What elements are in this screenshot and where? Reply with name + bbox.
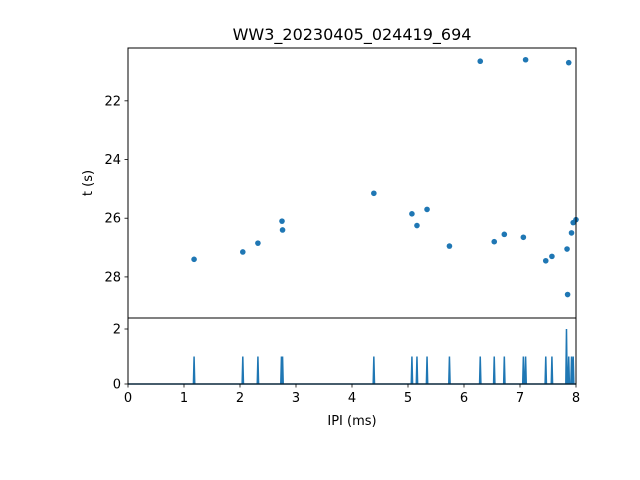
scatter-point — [522, 56, 529, 63]
scatter-point — [549, 253, 555, 260]
histogram-x-tick-label: 1 — [180, 391, 188, 406]
histogram-y-ticks: 02 — [113, 323, 128, 393]
scatter-axes: 22 24 26 28 — [104, 47, 579, 319]
histogram-x-ticks: 0 1 2 3 4 5 6 7 8 — [124, 384, 580, 406]
histogram-y-tick-label: 2 — [113, 323, 121, 338]
histogram-x-tick-label: 2 — [236, 391, 244, 406]
scatter-y-tick-label: 28 — [104, 270, 121, 285]
histogram-x-tick-label: 6 — [460, 391, 468, 406]
scatter-point — [565, 59, 572, 66]
scatter-point — [564, 291, 571, 298]
scatter-point — [542, 257, 549, 264]
histogram-x-tick-label: 4 — [348, 391, 356, 406]
histogram-line — [128, 328, 576, 385]
scatter-point — [501, 231, 508, 238]
scatter-point — [255, 240, 261, 246]
scatter-point — [424, 206, 430, 213]
scatter-point — [564, 246, 570, 252]
histogram-x-tick-label: 5 — [404, 391, 412, 406]
histogram-x-tick-label: 7 — [516, 391, 524, 406]
histogram-axes-frame — [127, 317, 577, 385]
scatter-y-axis-label: t (s) — [81, 170, 96, 196]
scatter-points — [191, 56, 579, 298]
scatter-y-tick-label: 26 — [104, 212, 121, 227]
histogram-x-tick-label: 8 — [572, 391, 580, 406]
scatter-point — [414, 222, 420, 229]
scatter-y-tick-label: 22 — [104, 94, 121, 109]
scatter-point — [568, 230, 575, 236]
scatter-point — [477, 58, 484, 65]
scatter-point — [491, 238, 498, 245]
scatter-point — [279, 218, 285, 224]
scatter-point — [191, 256, 197, 263]
histogram-y-tick-label: 0 — [113, 378, 121, 393]
histogram-x-tick-label: 3 — [292, 391, 300, 406]
histogram-x-tick-label: 0 — [124, 391, 132, 406]
scatter-point — [371, 190, 377, 197]
scatter-point — [520, 234, 527, 241]
scatter-point — [279, 227, 286, 233]
scatter-point — [409, 211, 415, 217]
scatter-y-tick-label: 24 — [104, 153, 121, 168]
scatter-y-ticks: 22 24 26 28 — [104, 94, 128, 285]
scatter-point — [446, 243, 453, 249]
chart-title: WW3_20230405_024419_694 — [233, 25, 472, 45]
scatter-point — [240, 249, 246, 255]
histogram-x-axis-label: IPI (ms) — [327, 414, 376, 429]
